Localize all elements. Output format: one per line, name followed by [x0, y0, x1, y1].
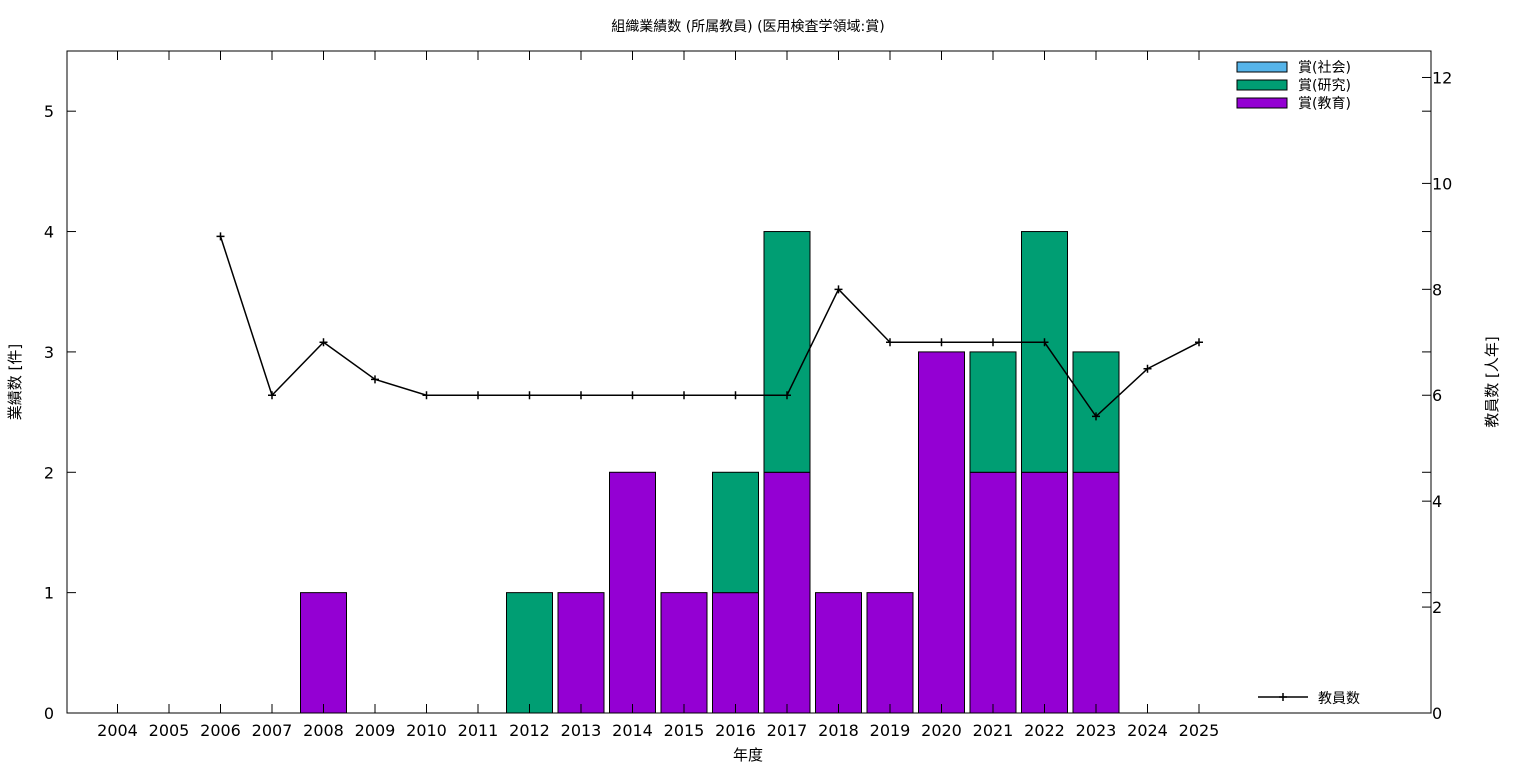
line-point-2006: [216, 232, 225, 241]
line-series-path: [219, 236, 1200, 418]
line-layer: [216, 232, 1203, 421]
bar-2008-series-0: [300, 592, 347, 714]
xtick-label-2009: 2009: [355, 721, 396, 740]
ytick-label-0: 0: [44, 704, 54, 723]
y2tick-label-12: 12: [1432, 68, 1452, 87]
xtick-label-2021: 2021: [973, 721, 1014, 740]
legend-label-0: 賞(教育): [1298, 96, 1351, 112]
y2tick-label-6: 6: [1432, 386, 1442, 405]
legend-swatch-2: [1236, 61, 1288, 73]
xtick-label-2008: 2008: [303, 721, 344, 740]
bar-2016-series-0: [712, 592, 759, 714]
bar-2013-series-0: [557, 592, 605, 714]
legend-swatch-1: [1236, 79, 1288, 91]
y2-axis-label: 教員数 [人年]: [1483, 336, 1501, 427]
legend-label-1: 賞(研究): [1298, 78, 1351, 94]
xtick-label-2022: 2022: [1024, 721, 1065, 740]
y-axis-label: 業績数 [件]: [6, 344, 24, 420]
xtick-label-2023: 2023: [1076, 721, 1117, 740]
legend-swatch-0: [1236, 97, 1288, 109]
legend: 賞(社会) 賞(研究) 賞(教育) 教員数: [1236, 60, 1360, 707]
bar-2021-series-0: [969, 471, 1017, 714]
y-axis-ticks: 0 1 2 3 4 5: [44, 102, 1431, 723]
x-axis-label: 年度: [733, 746, 763, 764]
xtick-label-2005: 2005: [149, 721, 190, 740]
y2-axis-ticks: 0 2 4 6 8 10 12: [1422, 68, 1452, 723]
bar-2016-series-1: [712, 471, 759, 594]
xtick-label-2018: 2018: [818, 721, 859, 740]
line-point-2017: [783, 391, 791, 400]
line-point-2013: [577, 391, 585, 400]
legend-line-marker: [1279, 693, 1287, 701]
line-point-2007: [268, 391, 276, 400]
line-point-2021: [989, 338, 997, 347]
ytick-label-5: 5: [44, 102, 54, 121]
bar-2022-series-0: [1021, 471, 1068, 714]
xtick-label-2020: 2020: [921, 721, 962, 740]
plot-frame: [66, 50, 1432, 714]
line-point-2023: [1092, 412, 1100, 421]
xtick-label-2014: 2014: [612, 721, 653, 740]
xtick-label-2013: 2013: [561, 721, 602, 740]
line-point-2019: [886, 338, 894, 347]
chart-title: 組織業績数 (所属教員) (医用検査学領域:賞): [611, 18, 884, 35]
x-axis-ticks: 2004 2005 2006 2007 2008 2009 2010 2011 2012 2013…: [97, 51, 1219, 740]
xtick-label-2016: 2016: [715, 721, 756, 740]
line-point-2025: [1195, 338, 1203, 347]
xtick-label-2019: 2019: [870, 721, 911, 740]
xtick-label-2015: 2015: [664, 721, 705, 740]
bar-2012-series-1: [506, 592, 553, 714]
xtick-label-2012: 2012: [509, 721, 550, 740]
line-point-2018: [834, 285, 843, 294]
line-point-2008: [319, 338, 328, 347]
y2tick-label-8: 8: [1432, 280, 1442, 299]
line-point-2022: [1040, 338, 1049, 347]
xtick-label-2010: 2010: [406, 721, 447, 740]
line-point-2024: [1143, 364, 1152, 373]
legend-label-2: 賞(社会): [1298, 60, 1351, 76]
line-point-2020: [937, 338, 946, 347]
xtick-label-2007: 2007: [252, 721, 293, 740]
bar-2023-series-0: [1072, 471, 1120, 714]
ytick-label-1: 1: [44, 584, 54, 603]
y2tick-label-10: 10: [1432, 174, 1452, 193]
ytick-label-4: 4: [44, 223, 54, 242]
bars-layer: [300, 231, 1120, 714]
bar-2022-series-1: [1021, 231, 1068, 473]
bar-2014-series-0: [609, 471, 656, 714]
line-point-2009: [371, 375, 379, 384]
bar-2021-series-1: [969, 351, 1017, 473]
bar-2018-series-0: [815, 592, 862, 714]
line-point-2011: [474, 391, 482, 400]
y2tick-label-2: 2: [1432, 598, 1442, 617]
ytick-label-2: 2: [44, 463, 54, 482]
xtick-label-2004: 2004: [97, 721, 138, 740]
xtick-label-2011: 2011: [458, 721, 499, 740]
line-point-2010: [422, 391, 431, 400]
ytick-label-3: 3: [44, 343, 54, 362]
xtick-label-2017: 2017: [767, 721, 808, 740]
y2tick-label-4: 4: [1432, 492, 1442, 511]
line-point-2012: [525, 391, 534, 400]
bar-2015-series-0: [660, 592, 708, 714]
bar-2017-series-1: [763, 231, 811, 473]
legend-line-label: 教員数: [1318, 691, 1360, 707]
bar-2019-series-0: [866, 592, 914, 714]
xtick-label-2024: 2024: [1127, 721, 1168, 740]
line-point-2015: [680, 391, 688, 400]
xtick-label-2025: 2025: [1179, 721, 1220, 740]
line-point-2014: [628, 391, 637, 400]
bar-2017-series-0: [763, 471, 811, 714]
bar-2020-series-0: [918, 351, 965, 714]
xtick-label-2006: 2006: [200, 721, 241, 740]
line-point-2016: [731, 391, 740, 400]
y2tick-label-0: 0: [1432, 704, 1442, 723]
bar-2023-series-1: [1072, 351, 1120, 473]
